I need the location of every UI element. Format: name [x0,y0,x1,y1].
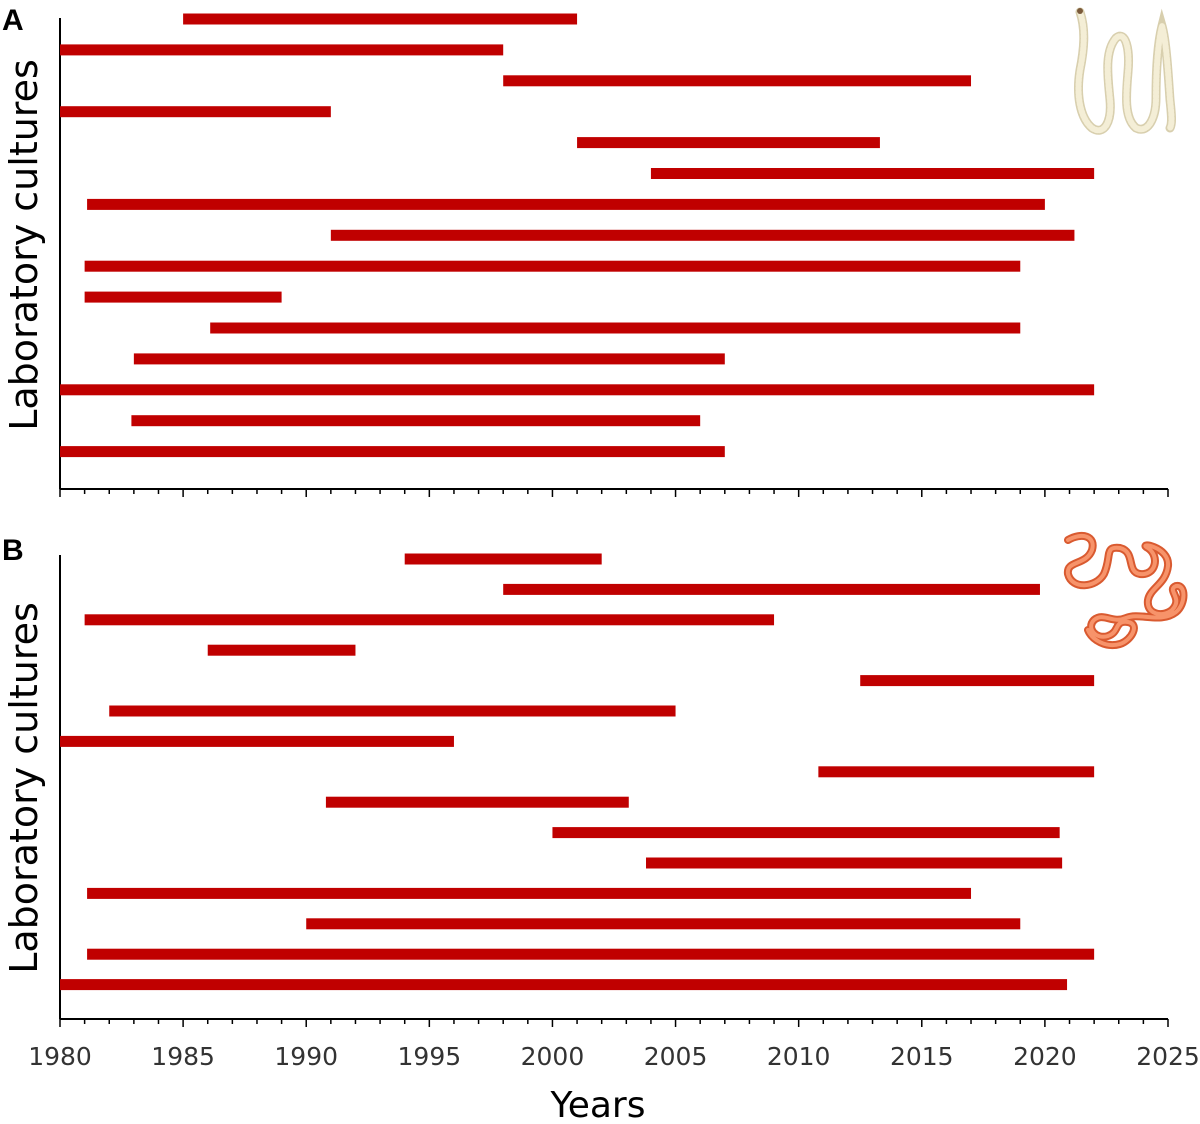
panel-a-culture-bar [60,384,1095,396]
x-tick-label: 2010 [767,1042,831,1071]
panel-b: B Laboratory cultures 1980 1985 1990 1995 20… [2,531,1200,1124]
panel-a-y-axis-label: Laboratory cultures [2,59,46,431]
panel-b-culture-bar [646,857,1063,869]
panel-a-culture-bar [577,137,880,149]
x-tick-label: 1980 [28,1042,92,1071]
panel-b-x-ticks [59,1019,1169,1027]
panel-b-culture-bar [552,827,1060,839]
panel-b-culture-bar [87,887,972,899]
x-tick-label: 2020 [1013,1042,1077,1071]
panel-a-culture-bar [183,13,578,25]
panel-b-culture-bar [404,553,602,565]
nematode-worm-icon [1063,531,1188,649]
panel-b-culture-bar [60,979,1068,991]
panel-a-culture-bar [210,322,1021,334]
x-tick-label: 1990 [274,1042,338,1071]
panel-a-culture-bar [503,75,972,87]
panel-a-culture-bar [84,260,1021,272]
x-axis-label: Years [550,1085,646,1124]
panel-a-letter: A [2,4,24,37]
panel-b-bars [60,553,1095,991]
panel-a-culture-bar [60,106,331,118]
x-tick-label: 1985 [151,1042,215,1071]
panel-a-culture-bar [87,198,1045,210]
panel-a-culture-bar [131,415,701,427]
panel-b-culture-bar [503,583,1040,595]
panel-a-culture-bar [650,168,1095,179]
panel-b-x-tick-labels: 1980 1985 1990 1995 2000 2005 2010 2015 2020 2025 [28,1042,1200,1071]
panel-a-culture-bar [133,353,725,365]
x-tick-label: 2025 [1136,1042,1200,1071]
panel-b-y-axis-label: Laboratory cultures [2,602,46,974]
panel-a-x-ticks [59,489,1169,497]
panel-b-culture-bar [325,796,629,808]
panel-a-culture-bar [60,446,725,458]
x-tick-label: 2015 [890,1042,954,1071]
panel-b-letter: B [2,534,24,567]
panel-b-culture-bar [306,918,1021,930]
panel-a-culture-bar [84,291,282,303]
tapeworm-icon [1074,7,1176,135]
panel-b-culture-bar [109,705,676,717]
panel-b-culture-bar [84,614,775,626]
panel-b-culture-bar [860,675,1095,687]
panel-a: A Laboratory cultures [2,4,1176,497]
panel-a-culture-bar [330,229,1075,241]
x-tick-label: 2000 [521,1042,585,1071]
panel-b-culture-bar [207,644,356,656]
x-tick-label: 1995 [398,1042,462,1071]
panel-b-culture-bar [60,735,454,747]
panel-a-culture-bar [60,44,504,56]
panel-b-culture-bar [818,766,1095,778]
panel-b-culture-bar [87,948,1095,960]
x-tick-label: 2005 [644,1042,708,1071]
panel-a-bars [60,13,1095,458]
